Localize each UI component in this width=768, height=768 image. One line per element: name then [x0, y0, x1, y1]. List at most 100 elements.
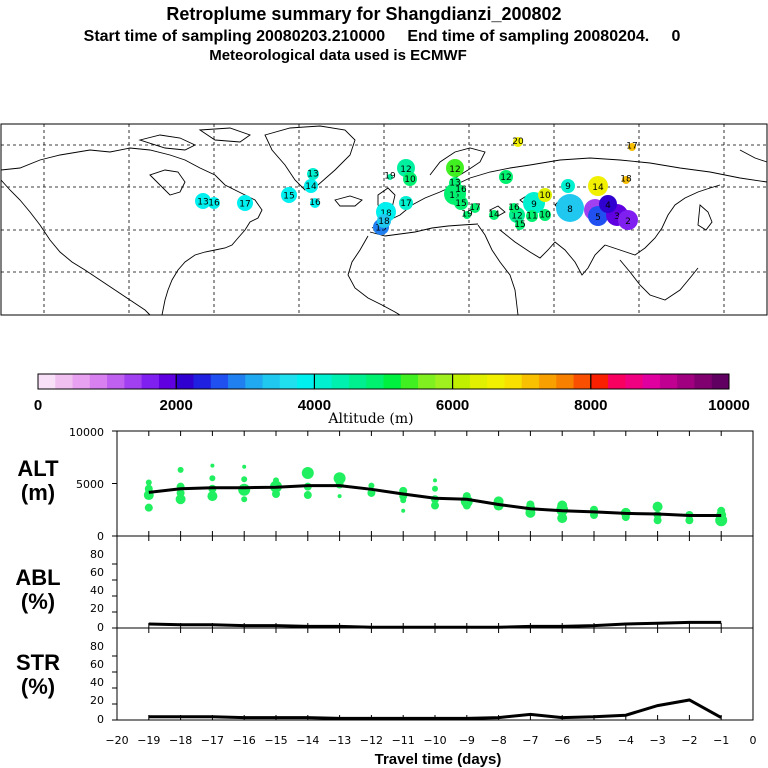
- map-marker-label: 5: [595, 213, 601, 223]
- colorbar-swatch: [158, 374, 177, 389]
- map-marker-label: 19: [375, 223, 387, 233]
- map-marker-circle: [538, 188, 552, 202]
- colorbar-swatch: [642, 374, 661, 389]
- alt-y-axis: 10000 5000 0: [69, 426, 104, 543]
- x-tick-label: −7: [522, 734, 538, 747]
- abl-tick-label: 40: [90, 584, 104, 597]
- map-marker-circle: [446, 159, 464, 177]
- map-marker-circle: [515, 220, 525, 230]
- colorbar-swatch: [366, 374, 384, 389]
- map-day-marker: 17: [626, 142, 637, 152]
- map-marker-label: 10: [539, 211, 551, 221]
- map-day-marker: 15: [281, 187, 297, 203]
- colorbar-swatch: [210, 374, 229, 389]
- map-marker-circle: [513, 137, 523, 147]
- map-marker-label: 15: [455, 199, 466, 209]
- colorbar-swatch: [469, 374, 488, 389]
- coast-arabia-india: [499, 229, 606, 276]
- map-marker-circle: [307, 168, 319, 180]
- alt-scatter-point: [177, 466, 184, 473]
- map-marker-label: 15: [514, 220, 525, 230]
- map-marker-label: 16: [508, 203, 520, 213]
- map-marker-circle: [561, 179, 575, 193]
- map-marker-circle: [628, 143, 636, 151]
- colorbar-swatch: [348, 374, 367, 389]
- colorbar-swatch: [55, 374, 74, 389]
- map-marker-circle: [377, 214, 391, 228]
- x-tick-label: −12: [360, 734, 383, 747]
- map-marker-circle: [208, 197, 220, 209]
- map-day-marker: 19: [461, 210, 473, 220]
- colorbar: 0 2000 4000 6000 8000 10000: [34, 373, 750, 414]
- colorbar-swatch: [418, 374, 436, 389]
- map-marker-circle: [599, 195, 617, 213]
- alt-scatter-point: [557, 500, 568, 511]
- x-tick-label: −9: [459, 734, 475, 747]
- colorbar-swatch: [504, 374, 523, 389]
- alt-scatter-point: [303, 491, 312, 500]
- map-marker-circle: [281, 187, 297, 203]
- map-day-marker: 9: [561, 179, 575, 193]
- alt-scatter-point: [432, 485, 438, 492]
- x-tick-label: −19: [137, 734, 160, 747]
- alt-tick-label: 5000: [76, 478, 104, 491]
- map-marker-label: 16: [208, 199, 220, 209]
- map-marker-circle: [463, 211, 471, 219]
- abl-label-line-1: ABL: [15, 565, 60, 590]
- coast-mediterranean: [369, 223, 479, 237]
- alt-scatter-point: [175, 494, 186, 505]
- map-marker-label: 14: [488, 210, 500, 220]
- map-marker-label: 10: [404, 175, 416, 185]
- abl-panel-frame: [116, 535, 754, 629]
- map-marker-label: 2: [625, 217, 631, 227]
- colorbar-border: [37, 373, 730, 390]
- alt-scatter-point: [652, 501, 663, 512]
- colorbar-swatch: [38, 374, 56, 389]
- x-axis-label: Travel time (days): [375, 751, 502, 768]
- alt-scatter-point: [238, 483, 251, 496]
- map-marker-label: 19: [461, 210, 473, 220]
- alt-scatter-point: [433, 478, 437, 483]
- colorbar-swatch: [107, 374, 125, 389]
- map-marker-label: 17: [469, 203, 480, 213]
- colorbar-swatch: [124, 374, 143, 389]
- colorbar-swatch: [297, 374, 315, 389]
- map-marker-circle: [310, 198, 320, 208]
- alt-scatter-point: [241, 476, 248, 483]
- map-day-marker: 8: [556, 194, 584, 222]
- map-marker-label: 4: [605, 201, 611, 211]
- colorbar-swatch: [279, 374, 298, 389]
- abl-y-axis: 80 60 40 20 0: [90, 548, 104, 634]
- alt-scatter-point: [717, 506, 726, 515]
- x-tick-label: −14: [296, 734, 319, 747]
- x-tick-label: 0: [750, 734, 757, 747]
- time-series-plots: [112, 430, 728, 721]
- alt-scatter-point: [176, 488, 185, 497]
- map-marker-circle: [539, 209, 551, 221]
- colorbar-tick-label: 8000: [574, 397, 607, 414]
- map-marker-label: 9: [531, 200, 537, 210]
- abl-tick-label: 80: [90, 548, 104, 561]
- alt-scatter-point: [526, 500, 535, 509]
- colorbar-swatch: [521, 374, 540, 389]
- map-marker-label: 18: [380, 209, 392, 219]
- alt-scatter-point: [337, 494, 342, 499]
- colorbar-swatch: [383, 374, 402, 389]
- x-tick-label: −4: [618, 734, 634, 747]
- map-marker-circle: [588, 176, 608, 196]
- map-marker-label: 18: [620, 175, 632, 185]
- colorbar-axis-title: Altitude (m): [327, 411, 413, 427]
- map-day-marker: 12: [499, 170, 513, 184]
- coast-hudson: [149, 169, 186, 196]
- map-marker-label: 3: [614, 212, 620, 222]
- colorbar-tick-label: 4000: [298, 397, 331, 414]
- colorbar-swatch: [245, 374, 264, 389]
- colorbar-swatch: [228, 374, 246, 389]
- map-marker-circle: [454, 196, 468, 210]
- map-day-marker: 12: [446, 159, 464, 177]
- str-tick-label: 20: [90, 694, 104, 707]
- abl-tick-label: 0: [97, 621, 104, 634]
